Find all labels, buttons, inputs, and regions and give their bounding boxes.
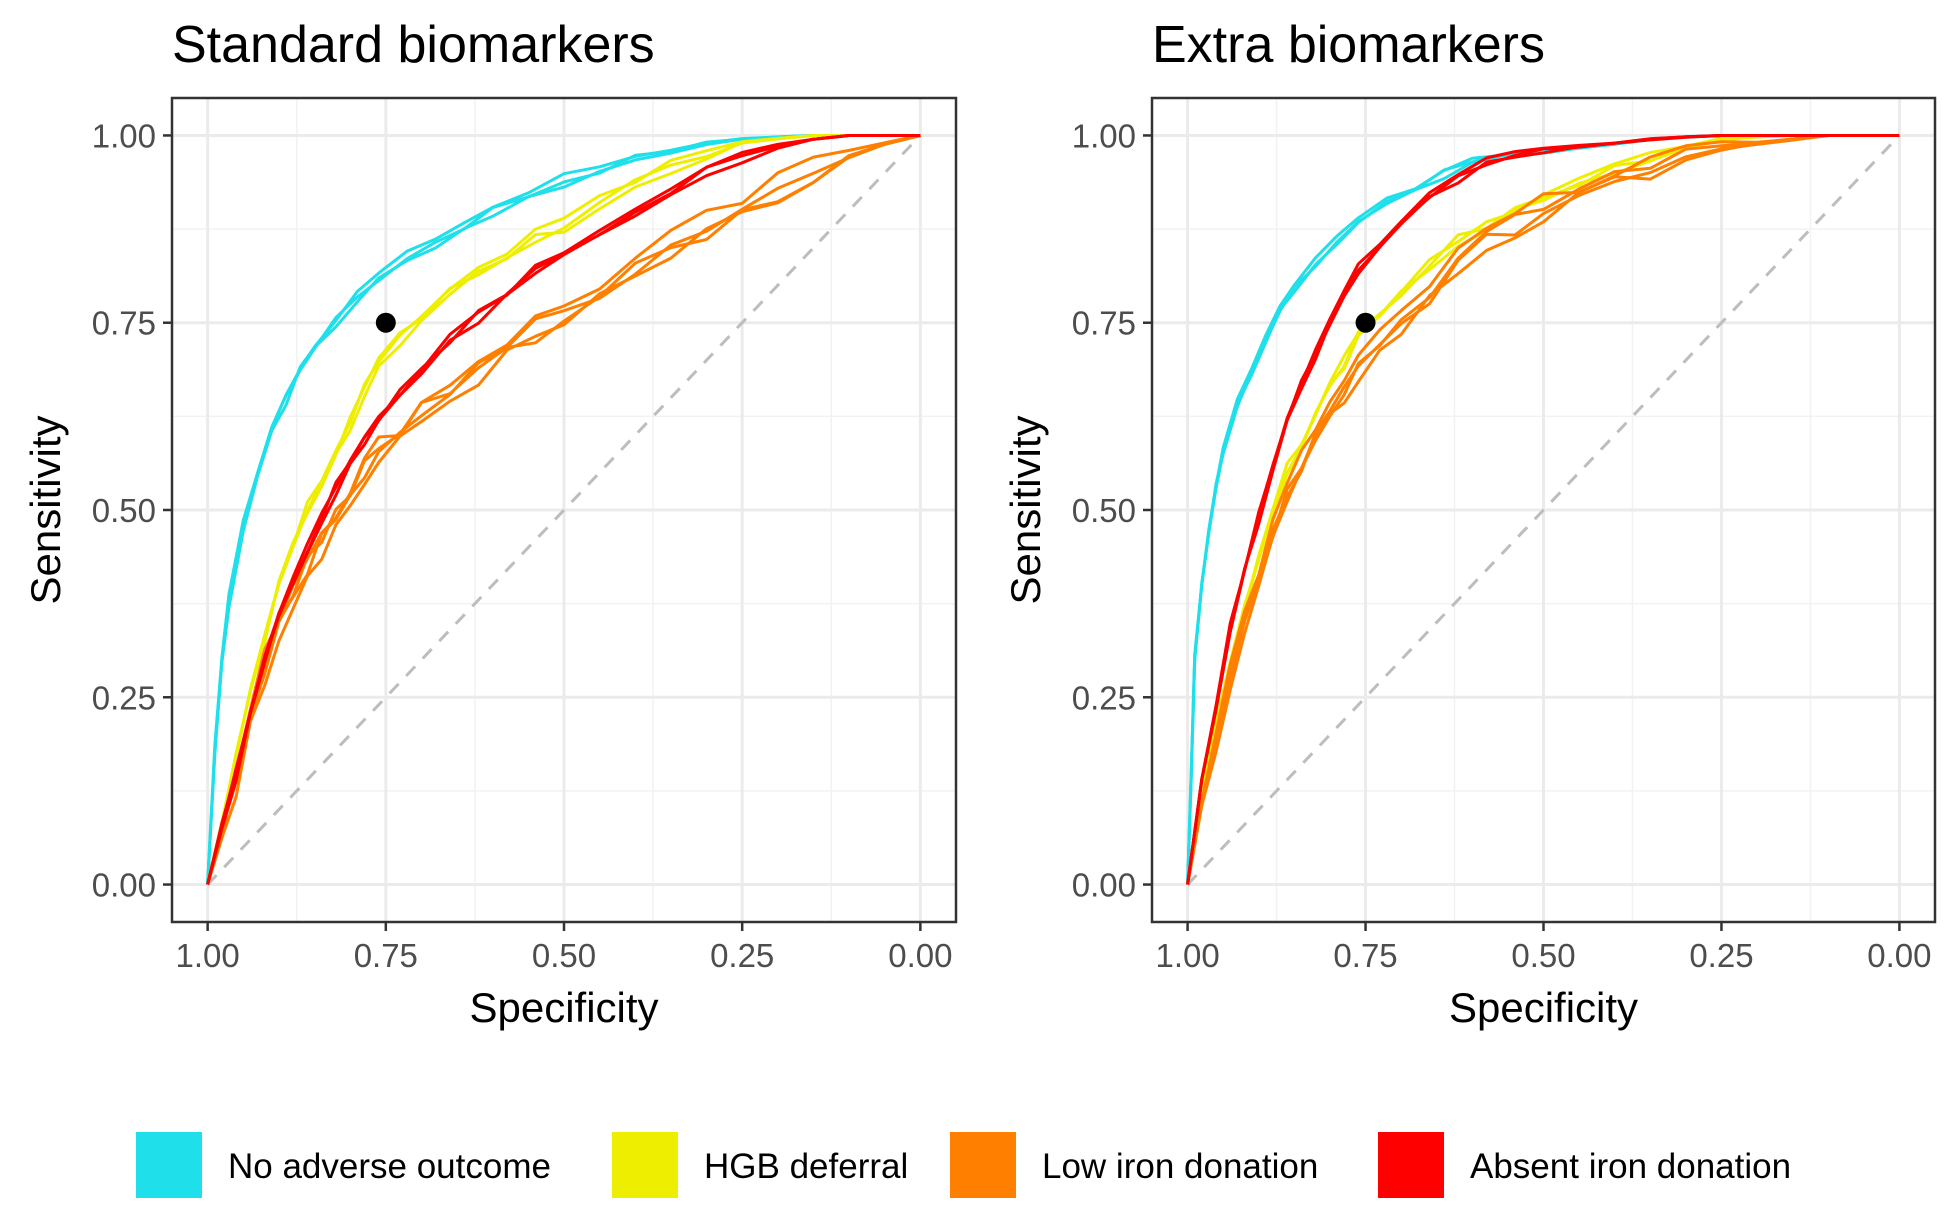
x-tick-label: 1.00: [1155, 937, 1219, 974]
legend-key-swatch: [1378, 1132, 1444, 1198]
y-axis-label: Sensitivity: [22, 415, 69, 604]
legend-label: Low iron donation: [1042, 1147, 1318, 1186]
panel-title: Extra biomarkers: [1152, 16, 1545, 74]
roc-curve-low-iron-donation: [1186, 134, 1900, 885]
x-tick-label: 0.50: [1511, 937, 1575, 974]
legend-key-swatch: [612, 1132, 678, 1198]
y-axis-label: Sensitivity: [1002, 415, 1049, 604]
x-tick-label: 0.25: [1689, 937, 1753, 974]
legend-label: No adverse outcome: [228, 1147, 551, 1186]
x-tick-label: 0.00: [1867, 937, 1931, 974]
x-tick-label: 0.75: [1333, 937, 1397, 974]
x-tick-label: 1.00: [176, 937, 240, 974]
x-tick-label: 0.50: [532, 937, 596, 974]
roc-curve-low-iron-donation: [206, 134, 921, 885]
panel-standard-biomarkers: 1.00 0.75 0.50 0.25 0.00 0.00 0.25 0.50 0.75 1.00…: [22, 16, 958, 1031]
legend-item-no-adverse-outcome: No adverse outcome: [136, 1132, 551, 1198]
y-tick-label: 0.00: [92, 867, 156, 904]
legend-key-swatch: [950, 1132, 1016, 1198]
roc-curve-absent-iron-donation: [206, 134, 921, 885]
chance-diagonal-line: [206, 134, 922, 886]
x-axis-label: Specificity: [1449, 984, 1638, 1031]
y-tick-label: 0.50: [92, 492, 156, 529]
legend: No adverse outcome HGB deferral Low iron d…: [136, 1132, 1791, 1198]
panel-title: Standard biomarkers: [172, 16, 655, 74]
legend-label: Absent iron donation: [1470, 1147, 1791, 1186]
roc-curve-low-iron-donation: [206, 134, 921, 885]
x-tick-label: 0.25: [710, 937, 774, 974]
panel-extra-biomarkers: 1.00 0.75 0.50 0.25 0.00 0.00 0.25 0.50 0.75 1.00…: [1002, 16, 1937, 1031]
y-tick-label: 0.00: [1072, 867, 1136, 904]
x-axis-label: Specificity: [469, 984, 658, 1031]
legend-item-hgb-deferral: HGB deferral: [612, 1132, 908, 1198]
y-tick-label: 0.75: [1072, 305, 1136, 342]
reference-point-marker: [375, 312, 396, 333]
roc-curve-no-adverse-outcome: [206, 134, 921, 885]
reference-point-marker: [1355, 312, 1376, 333]
y-tick-label: 0.50: [1072, 492, 1136, 529]
y-tick-label: 0.25: [1072, 679, 1136, 716]
legend-item-low-iron-donation: Low iron donation: [950, 1132, 1318, 1198]
x-tick-label: 0.00: [888, 937, 952, 974]
legend-key-swatch: [136, 1132, 202, 1198]
y-tick-label: 1.00: [1072, 117, 1136, 154]
roc-curve-absent-iron-donation: [1186, 134, 1900, 885]
roc-curve-hgb-deferral: [1186, 134, 1900, 885]
y-tick-label: 0.75: [92, 305, 156, 342]
y-tick-label: 1.00: [92, 117, 156, 154]
x-tick-label: 0.75: [354, 937, 418, 974]
y-tick-label: 0.25: [92, 679, 156, 716]
chance-diagonal-line: [1186, 134, 1901, 886]
roc-curve-hgb-deferral: [206, 134, 921, 885]
legend-item-absent-iron-donation: Absent iron donation: [1378, 1132, 1791, 1198]
legend-label: HGB deferral: [704, 1147, 908, 1186]
